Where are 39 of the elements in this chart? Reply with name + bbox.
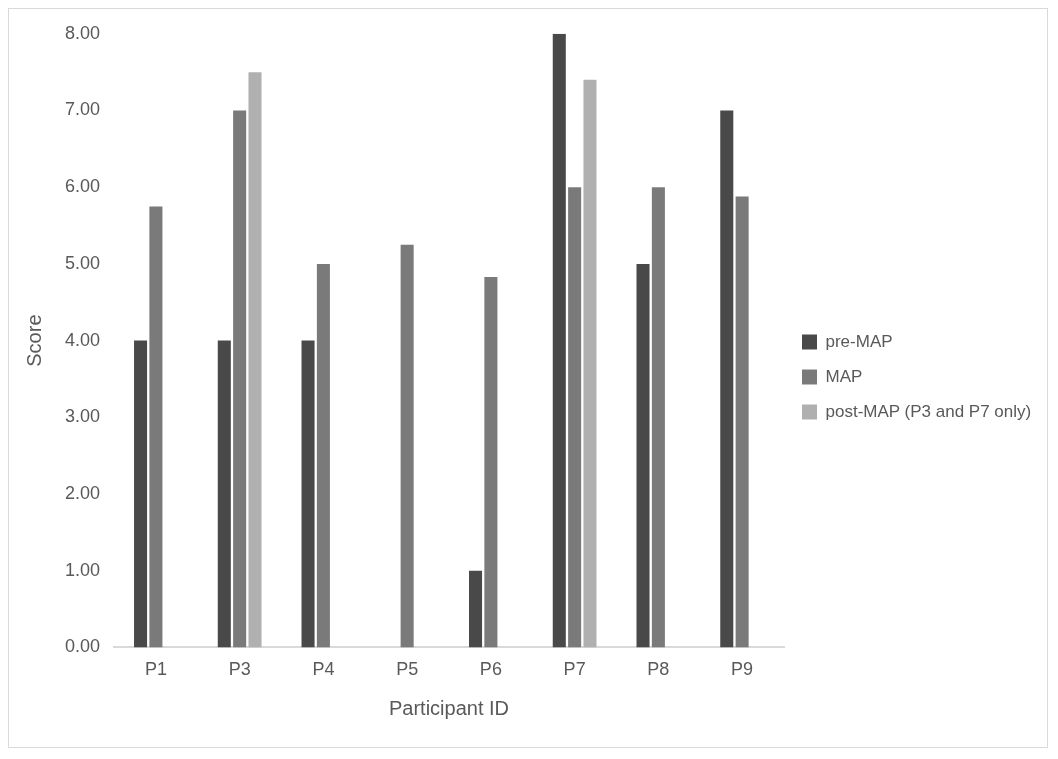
bar [233, 110, 247, 648]
bar [134, 340, 148, 648]
x-tick-label: P7 [563, 659, 586, 680]
bar [583, 79, 597, 648]
x-tick-label: P9 [731, 659, 754, 680]
bar [248, 72, 262, 648]
bar [217, 340, 231, 648]
x-tick-label: P6 [479, 659, 502, 680]
x-tick-label: P8 [647, 659, 670, 680]
legend-label: pre-MAP [825, 331, 893, 351]
y-tick-label: 7.00 [64, 99, 101, 120]
legend-label: MAP [825, 366, 863, 386]
x-tick-label: P3 [228, 659, 251, 680]
x-axis-title: Participant ID [388, 696, 510, 719]
y-tick-label: 5.00 [64, 252, 101, 273]
bar [484, 276, 498, 648]
legend-label: post-MAP (P3 and P7 only) [825, 401, 1032, 421]
bar [469, 570, 483, 648]
y-tick-label: 4.00 [64, 329, 101, 350]
y-tick-label: 8.00 [64, 22, 101, 43]
bar [301, 340, 315, 648]
bar [636, 263, 650, 648]
bar [400, 244, 414, 648]
y-tick-label: 3.00 [64, 406, 101, 427]
y-tick-label: 1.00 [64, 559, 101, 580]
bar [316, 263, 330, 648]
bar [720, 110, 734, 648]
bar [568, 187, 582, 648]
bar [149, 206, 163, 648]
y-axis-title: Score [22, 314, 45, 367]
bar [735, 196, 749, 648]
y-tick-label: 2.00 [64, 482, 101, 503]
y-tick-label: 0.00 [64, 636, 101, 657]
bar [552, 33, 566, 648]
y-tick-label: 6.00 [64, 176, 101, 197]
x-tick-label: P5 [396, 659, 419, 680]
x-tick-label: P4 [312, 659, 335, 680]
x-tick-label: P1 [144, 659, 167, 680]
bar [651, 187, 665, 648]
